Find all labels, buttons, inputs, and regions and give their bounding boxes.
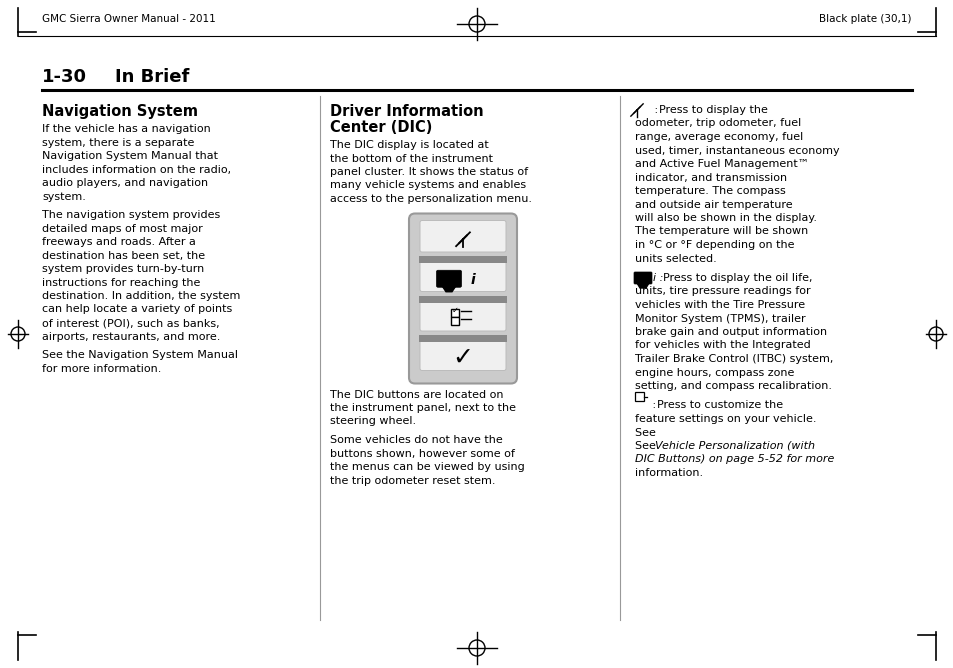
- Text: buttons shown, however some of: buttons shown, however some of: [330, 448, 515, 458]
- Text: temperature. The compass: temperature. The compass: [635, 186, 785, 196]
- Text: units selected.: units selected.: [635, 253, 716, 263]
- Text: instructions for reaching the: instructions for reaching the: [42, 277, 200, 287]
- Text: the trip odometer reset stem.: the trip odometer reset stem.: [330, 476, 495, 486]
- Text: range, average economy, fuel: range, average economy, fuel: [635, 132, 802, 142]
- FancyBboxPatch shape: [409, 214, 517, 383]
- Bar: [451, 317, 458, 325]
- Text: system.: system.: [42, 192, 86, 202]
- Text: Navigation System: Navigation System: [42, 104, 198, 119]
- Text: many vehicle systems and enables: many vehicle systems and enables: [330, 180, 525, 190]
- Text: :: :: [648, 401, 656, 411]
- Text: See: See: [635, 441, 659, 451]
- FancyBboxPatch shape: [419, 220, 505, 252]
- Text: The navigation system provides: The navigation system provides: [42, 210, 220, 220]
- FancyBboxPatch shape: [634, 272, 651, 284]
- Text: vehicles with the Tire Pressure: vehicles with the Tire Pressure: [635, 300, 804, 310]
- Text: If the vehicle has a navigation: If the vehicle has a navigation: [42, 124, 211, 134]
- Text: audio players, and navigation: audio players, and navigation: [42, 178, 208, 188]
- Text: for vehicles with the Integrated: for vehicles with the Integrated: [635, 341, 810, 351]
- Text: See the Navigation System Manual: See the Navigation System Manual: [42, 350, 237, 360]
- Text: units, tire pressure readings for: units, tire pressure readings for: [635, 287, 810, 297]
- Text: airports, restaurants, and more.: airports, restaurants, and more.: [42, 331, 220, 341]
- Text: In Brief: In Brief: [115, 68, 190, 86]
- Text: Press to customize the: Press to customize the: [657, 401, 782, 411]
- Text: detailed maps of most major: detailed maps of most major: [42, 224, 203, 234]
- Text: engine hours, compass zone: engine hours, compass zone: [635, 367, 794, 377]
- Polygon shape: [637, 283, 648, 288]
- Bar: [451, 309, 458, 317]
- Text: The temperature will be shown: The temperature will be shown: [635, 226, 807, 236]
- Text: for more information.: for more information.: [42, 363, 161, 373]
- Bar: [418, 295, 506, 303]
- Text: The DIC buttons are located on: The DIC buttons are located on: [330, 389, 503, 399]
- Text: will also be shown in the display.: will also be shown in the display.: [635, 213, 816, 223]
- Text: Vehicle Personalization (with: Vehicle Personalization (with: [655, 441, 814, 451]
- FancyBboxPatch shape: [436, 271, 461, 287]
- Text: See: See: [635, 428, 659, 438]
- Text: the bottom of the instrument: the bottom of the instrument: [330, 154, 493, 164]
- Text: Monitor System (TPMS), trailer: Monitor System (TPMS), trailer: [635, 313, 804, 323]
- Text: The DIC display is located at: The DIC display is located at: [330, 140, 488, 150]
- Text: ✓: ✓: [451, 306, 458, 315]
- Text: and outside air temperature: and outside air temperature: [635, 200, 792, 210]
- Text: the instrument panel, next to the: the instrument panel, next to the: [330, 403, 516, 413]
- Text: destination has been set, the: destination has been set, the: [42, 250, 205, 261]
- Text: Some vehicles do not have the: Some vehicles do not have the: [330, 435, 502, 445]
- Text: DIC Buttons) on page 5-52 for more: DIC Buttons) on page 5-52 for more: [635, 454, 834, 464]
- Text: 1-30: 1-30: [42, 68, 87, 86]
- Text: brake gain and output information: brake gain and output information: [635, 327, 826, 337]
- Text: Trailer Brake Control (ITBC) system,: Trailer Brake Control (ITBC) system,: [635, 354, 833, 364]
- Text: Navigation System Manual that: Navigation System Manual that: [42, 151, 218, 161]
- Text: system, there is a separate: system, there is a separate: [42, 138, 194, 148]
- Text: odometer, trip odometer, fuel: odometer, trip odometer, fuel: [635, 118, 801, 128]
- Text: setting, and compass recalibration.: setting, and compass recalibration.: [635, 381, 831, 391]
- Text: Press to display the oil life,: Press to display the oil life,: [662, 273, 812, 283]
- Text: steering wheel.: steering wheel.: [330, 417, 416, 426]
- Bar: [418, 335, 506, 342]
- Text: :: :: [650, 105, 658, 115]
- Text: and Active Fuel Management™: and Active Fuel Management™: [635, 159, 808, 169]
- Text: i: i: [470, 273, 475, 287]
- Text: system provides turn-by-turn: system provides turn-by-turn: [42, 264, 204, 274]
- Text: used, timer, instantaneous economy: used, timer, instantaneous economy: [635, 146, 839, 156]
- Text: information.: information.: [635, 468, 702, 478]
- Text: of interest (POI), such as banks,: of interest (POI), such as banks,: [42, 318, 219, 328]
- FancyBboxPatch shape: [419, 299, 505, 331]
- Text: destination. In addition, the system: destination. In addition, the system: [42, 291, 240, 301]
- Text: in °C or °F depending on the: in °C or °F depending on the: [635, 240, 794, 250]
- Text: Press to display the: Press to display the: [659, 105, 767, 115]
- Text: can help locate a variety of points: can help locate a variety of points: [42, 305, 232, 315]
- Bar: [418, 256, 506, 263]
- FancyBboxPatch shape: [419, 339, 505, 371]
- Text: access to the personalization menu.: access to the personalization menu.: [330, 194, 532, 204]
- Text: Driver Information: Driver Information: [330, 104, 483, 119]
- FancyBboxPatch shape: [419, 260, 505, 291]
- Text: panel cluster. It shows the status of: panel cluster. It shows the status of: [330, 167, 528, 177]
- Text: Black plate (30,1): Black plate (30,1): [819, 14, 911, 24]
- Text: the menus can be viewed by using: the menus can be viewed by using: [330, 462, 524, 472]
- Text: feature settings on your vehicle.: feature settings on your vehicle.: [635, 414, 816, 424]
- Text: Center (DIC): Center (DIC): [330, 120, 432, 135]
- Bar: [635, 391, 643, 401]
- Text: indicator, and transmission: indicator, and transmission: [635, 172, 786, 182]
- Text: ✓: ✓: [452, 346, 473, 370]
- Text: freeways and roads. After a: freeways and roads. After a: [42, 237, 195, 247]
- Text: includes information on the radio,: includes information on the radio,: [42, 164, 231, 174]
- Text: GMC Sierra Owner Manual - 2011: GMC Sierra Owner Manual - 2011: [42, 14, 215, 24]
- Polygon shape: [441, 286, 456, 292]
- Text: i :: i :: [652, 273, 662, 283]
